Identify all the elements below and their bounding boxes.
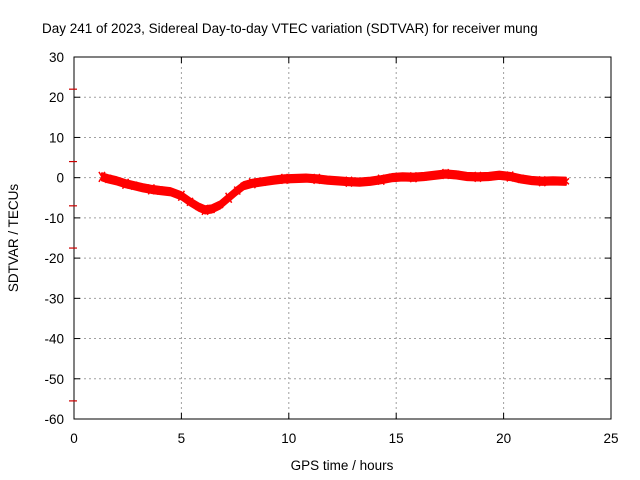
- series-point: [302, 174, 310, 182]
- y-tick-label: -10: [44, 211, 64, 226]
- left-axis-marks: [69, 88, 77, 402]
- axis-ticks: 0 5 10 15 20 25 -60 -50 -40 -30 -20 -10 0 10 20 30: [44, 50, 618, 446]
- y-tick-label: -40: [44, 332, 64, 347]
- series-point: [177, 190, 186, 202]
- series-point: [345, 176, 353, 188]
- series-point: [517, 174, 525, 184]
- series-point: [538, 175, 546, 187]
- x-tick-label: 20: [496, 431, 511, 446]
- x-tick-label: 5: [178, 431, 186, 446]
- series-point: [549, 176, 557, 186]
- series-point: [388, 173, 396, 183]
- series-point: [216, 201, 224, 209]
- y-tick-label: -60: [44, 412, 64, 427]
- series-point: [104, 174, 112, 184]
- chart-title: Day 241 of 2023, Sidereal Day-to-day VTE…: [42, 21, 538, 36]
- x-tick-label: 15: [389, 431, 404, 446]
- y-tick-label: 0: [56, 171, 64, 186]
- series-point: [113, 177, 121, 185]
- y-tick-label: -30: [44, 291, 64, 306]
- series-point: [377, 174, 385, 186]
- y-tick-label: -20: [44, 251, 64, 266]
- series-point: [280, 173, 289, 185]
- series-point: [441, 168, 450, 180]
- series-point: [240, 182, 248, 190]
- series-point: [98, 171, 106, 183]
- series-point: [233, 186, 241, 195]
- x-tick-label: 25: [603, 431, 618, 446]
- x-tick-label: 10: [281, 431, 296, 446]
- series-point: [474, 171, 482, 183]
- series-point: [167, 188, 175, 196]
- series-point: [248, 177, 256, 189]
- series-point: [323, 175, 332, 185]
- series-point: [495, 171, 503, 179]
- series-point: [420, 172, 428, 181]
- series-layer: [98, 168, 570, 216]
- y-tick-label: 20: [49, 90, 64, 105]
- series-point: [270, 176, 278, 184]
- series-point: [506, 171, 514, 182]
- y-tick-label: -50: [44, 372, 64, 387]
- series-point: [562, 177, 570, 185]
- series-point: [334, 177, 342, 185]
- series-point: [139, 184, 147, 192]
- series-point: [156, 186, 164, 195]
- series-point: [399, 173, 407, 181]
- series-point: [186, 197, 194, 207]
- y-tick-label: 30: [49, 50, 64, 65]
- series-point: [195, 203, 203, 211]
- series-point: [366, 177, 374, 185]
- y-axis-label: SDTVAR / TECUs: [6, 184, 21, 293]
- plot-frame: [73, 56, 612, 420]
- series-point: [409, 171, 418, 183]
- series-point: [431, 171, 439, 179]
- series-point: [356, 177, 364, 187]
- series-point: [527, 176, 536, 185]
- series-point: [291, 174, 299, 183]
- series-point: [484, 172, 493, 181]
- grid: [74, 57, 611, 419]
- series-point: [121, 178, 130, 190]
- y-tick-label: 10: [49, 130, 64, 145]
- series-point: [225, 192, 233, 204]
- x-tick-label: 0: [70, 431, 78, 446]
- series-point: [313, 173, 321, 185]
- series-point: [130, 181, 138, 191]
- series-point: [147, 183, 155, 195]
- x-axis-label: GPS time / hours: [291, 458, 394, 473]
- series-point: [463, 172, 471, 180]
- series-point: [259, 177, 267, 187]
- series-point: [207, 204, 216, 214]
- series-point: [452, 170, 460, 180]
- series-point: [201, 204, 209, 216]
